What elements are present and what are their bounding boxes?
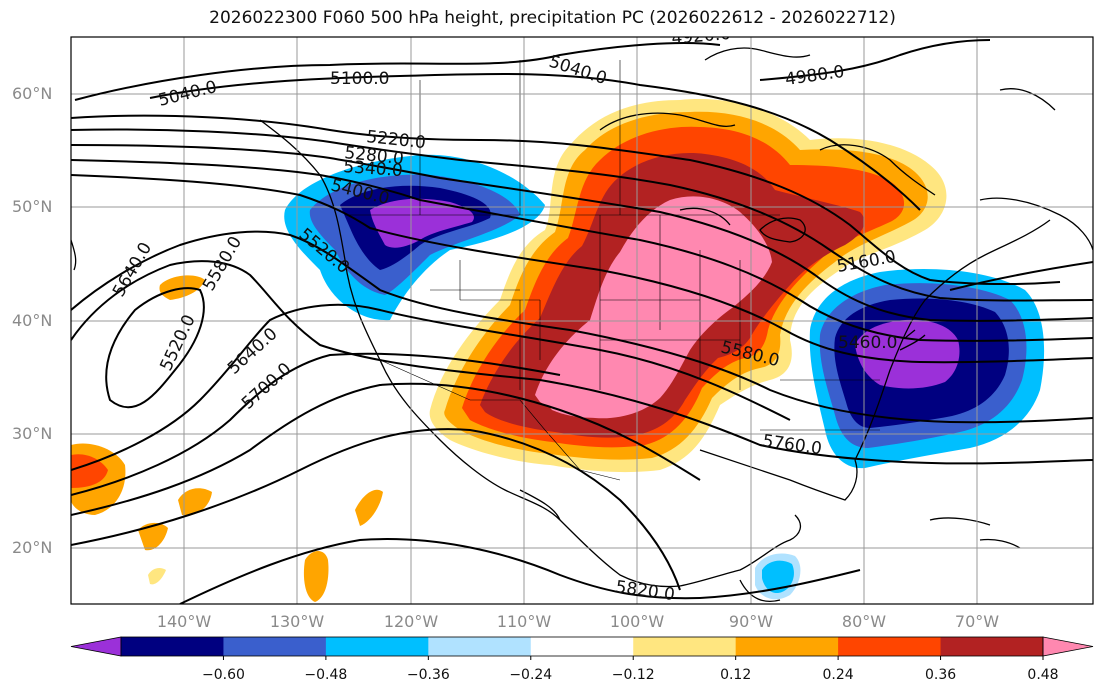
contour-label: 5100.0 bbox=[330, 69, 389, 89]
colorbar-swatch bbox=[735, 637, 839, 656]
colorbar-label: −0.24 bbox=[509, 667, 552, 683]
colorbar-swatch bbox=[223, 637, 327, 656]
colorbar-extend-low bbox=[70, 636, 122, 657]
lon-label: 100°W bbox=[610, 612, 665, 631]
lat-label: 50°N bbox=[12, 197, 52, 216]
colorbar-label: 0.24 bbox=[823, 667, 854, 683]
colorbar: −0.60 −0.48 −0.36 −0.24 −0.12 0.12 0.24 0.36 0.4… bbox=[70, 636, 1094, 683]
colorbar-label: 0.36 bbox=[925, 667, 956, 683]
colorbar-label: −0.12 bbox=[612, 667, 655, 683]
lat-label: 30°N bbox=[12, 424, 52, 443]
map-frame bbox=[70, 36, 1094, 605]
lat-label: 40°N bbox=[12, 311, 52, 330]
lon-label: 70°W bbox=[955, 612, 999, 631]
contour-label: 5340.0 bbox=[343, 157, 404, 181]
lon-label: 140°W bbox=[157, 612, 212, 631]
lon-label: 90°W bbox=[729, 612, 773, 631]
colorbar-swatch bbox=[428, 637, 532, 656]
lat-label: 60°N bbox=[12, 84, 52, 103]
map-panel: 4920.0 4980.0 5040.0 5040.0 5100.0 5220.… bbox=[70, 24, 1094, 605]
colorbar-swatch bbox=[325, 637, 429, 656]
lon-label: 110°W bbox=[497, 612, 552, 631]
latitude-labels: 60°N 50°N 40°N 30°N 20°N bbox=[12, 84, 52, 557]
colorbar-swatch bbox=[838, 637, 942, 656]
contour-label: 5460.0 bbox=[838, 333, 897, 353]
height-contours bbox=[71, 39, 1093, 604]
lat-label: 20°N bbox=[12, 538, 52, 557]
colorbar-label: 0.48 bbox=[1027, 667, 1058, 683]
coastlines bbox=[71, 47, 1093, 603]
colorbar-label: 0.12 bbox=[720, 667, 751, 683]
map-title: 2026022300 F060 500 hPa height, precipit… bbox=[209, 8, 896, 28]
colorbar-label: −0.36 bbox=[407, 667, 450, 683]
lon-label: 80°W bbox=[842, 612, 886, 631]
lon-label: 120°W bbox=[384, 612, 439, 631]
contour-label: 4920.0 bbox=[671, 24, 732, 49]
colorbar-swatch bbox=[530, 637, 634, 656]
longitude-labels: 140°W 130°W 120°W 110°W 100°W 90°W 80°W … bbox=[157, 612, 999, 631]
colorbar-swatch bbox=[940, 637, 1044, 656]
colorbar-frame bbox=[120, 636, 1044, 657]
colorbar-swatch bbox=[633, 637, 737, 656]
precip-shading bbox=[71, 99, 1045, 602]
colorbar-label: −0.48 bbox=[304, 667, 347, 683]
colorbar-swatch bbox=[121, 637, 224, 656]
graticule bbox=[71, 37, 1093, 604]
political-borders bbox=[345, 60, 880, 481]
colorbar-extend-high bbox=[1042, 636, 1094, 657]
colorbar-label: −0.60 bbox=[202, 667, 245, 683]
lon-label: 130°W bbox=[270, 612, 325, 631]
